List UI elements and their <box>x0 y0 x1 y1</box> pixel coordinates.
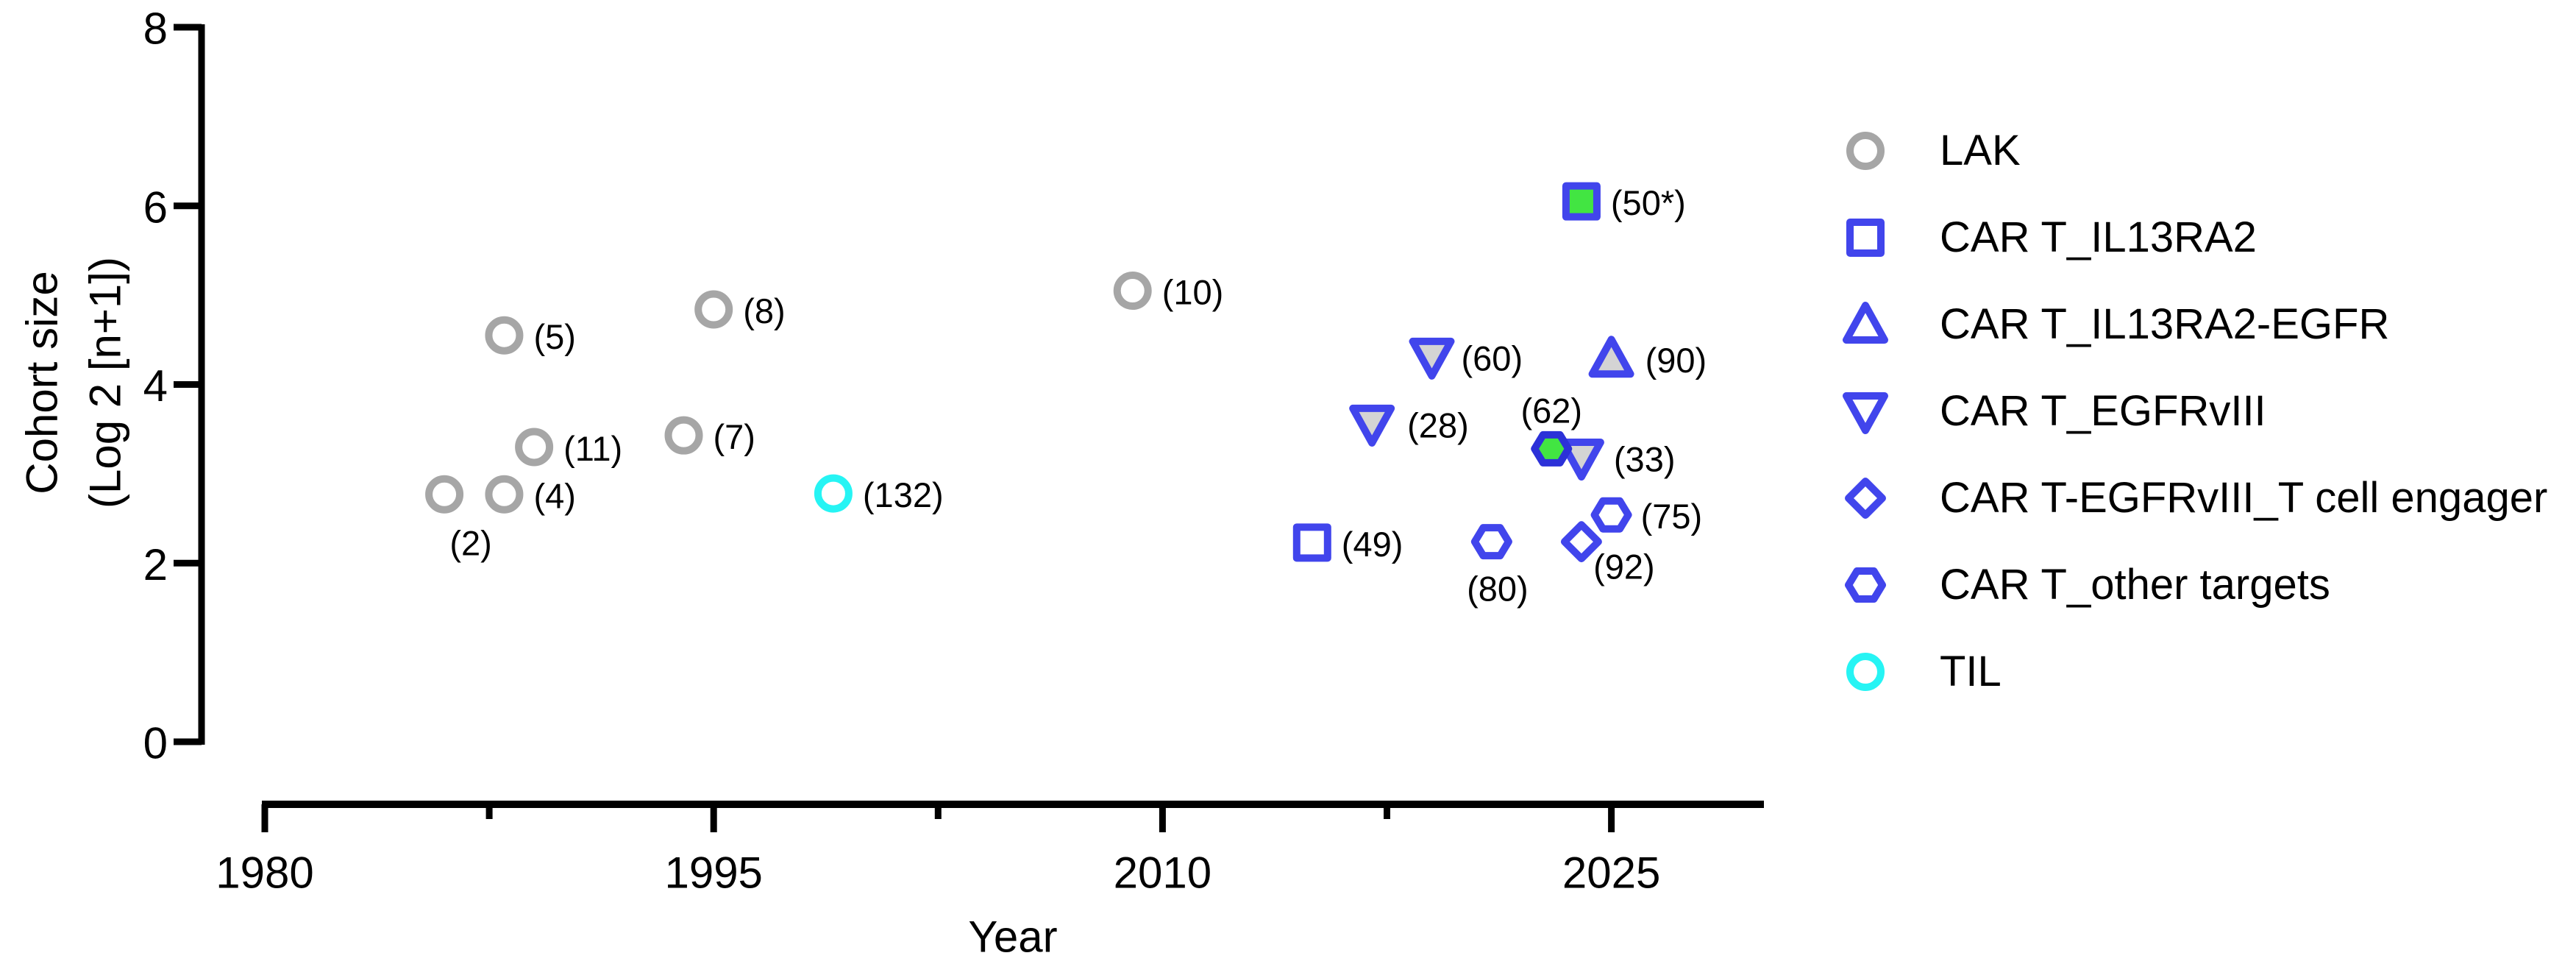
legend-item-til: TIL <box>1842 648 2002 695</box>
til-legend-marker <box>1846 653 1885 691</box>
marker-car_t_other_targets <box>1470 524 1512 560</box>
legend-item-car-t-il13ra2-egfr: CAR T_IL13RA2-EGFR <box>1842 301 2389 348</box>
y-axis-title-line2: (Log 2 [n+1]) <box>81 257 130 508</box>
legend-label-car-t-egfrviii-t-cell-engager: CAR T-EGFRvIII_T cell engager <box>1940 474 2548 522</box>
til-circle-icon <box>1846 653 1885 691</box>
hexagon-icon <box>1845 567 1886 603</box>
marker-car_t_il13ra2_egfr <box>1588 336 1634 378</box>
marker-car_t_egfrviii_t_cell_engager <box>1560 521 1602 563</box>
legend-label-car-t-il13ra2: CAR T_IL13RA2 <box>1940 213 2257 261</box>
point-label-til: (132) <box>863 475 944 514</box>
point-label-lak: (11) <box>563 429 622 468</box>
point-label-car_t_egfrviii: (28) <box>1407 405 1469 444</box>
y-tick-label-0: 0 <box>143 719 168 768</box>
legend-item-car-t-other-targets: CAR T_other targets <box>1842 561 2330 609</box>
car_t_egfrviii_t_cell_engager-legend-marker <box>1845 478 1886 519</box>
point-label-car_t_other_targets: (80) <box>1467 570 1529 609</box>
marker-lak <box>485 316 524 355</box>
x-tick-label-2025: 2025 <box>1562 848 1660 898</box>
point-label-car_t_il13ra2: (50*) <box>1611 183 1686 222</box>
legend-item-car-t-egfrviii: CAR T_EGFRvIII <box>1842 388 2266 435</box>
legend-label-lak: LAK <box>1940 127 2021 174</box>
marker-car_t_egfrviii <box>1349 404 1395 447</box>
point-label-car_t_other_targets: (62) <box>1520 391 1582 430</box>
marker-car_t_il13ra2 <box>1292 523 1331 562</box>
legend-label-til: TIL <box>1940 648 2002 695</box>
lak-circle-icon <box>1846 132 1885 170</box>
x-tick-label-1980: 1980 <box>216 848 313 898</box>
y-tick-label-2: 2 <box>143 540 168 589</box>
point-label-lak: (10) <box>1162 273 1224 312</box>
marker-lak <box>694 290 733 329</box>
point-label-lak: (7) <box>714 417 755 456</box>
point-label-car_t_egfrviii: (33) <box>1614 440 1676 479</box>
car_t_other_targets-legend-marker <box>1845 567 1886 603</box>
marker-lak <box>425 475 464 514</box>
point-label-car_t_il13ra2: (49) <box>1342 525 1403 564</box>
legend-item-lak: LAK <box>1842 127 2021 174</box>
car_t_il13ra2-legend-marker <box>1846 219 1885 257</box>
marker-lak <box>1113 272 1152 311</box>
marker-lak <box>664 416 703 455</box>
legend-item-car-t-il13ra2: CAR T_IL13RA2 <box>1842 214 2257 261</box>
point-label-lak: (4) <box>533 476 575 515</box>
x-axis-title: Year <box>968 912 1057 962</box>
point-label-lak: (5) <box>533 317 575 356</box>
square-icon <box>1846 219 1885 257</box>
car_t_il13ra2_egfr-legend-marker <box>1843 302 1888 344</box>
legend-label-car-t-il13ra2-egfr: CAR T_IL13RA2-EGFR <box>1940 300 2390 348</box>
y-axis-title-line1: Cohort size <box>18 271 67 494</box>
diamond-icon <box>1845 478 1886 519</box>
point-label-lak: (8) <box>743 291 785 330</box>
point-label-car_t_il13ra2_egfr: (90) <box>1645 341 1707 380</box>
y-tick-label-4: 4 <box>143 361 168 411</box>
marker-car_t_egfrviii <box>1558 439 1604 481</box>
point-label-car_t_egfrviii_t_cell_engager: (92) <box>1593 547 1655 586</box>
marker-car_t_other_targets <box>1531 430 1573 467</box>
y-tick-label-6: 6 <box>143 182 168 232</box>
legend-label-car-t-other-targets: CAR T_other targets <box>1940 561 2330 609</box>
marker-lak <box>515 428 554 467</box>
point-label-car_t_other_targets: (75) <box>1641 497 1703 536</box>
x-tick-label-2010: 2010 <box>1114 848 1211 898</box>
legend-item-car-t-egfrviii-t-cell-engager: CAR T-EGFRvIII_T cell engager <box>1842 475 2547 522</box>
point-label-car_t_egfrviii: (60) <box>1462 339 1523 378</box>
marker-car_t_egfrviii <box>1409 337 1455 380</box>
marker-car_t_other_targets <box>1590 497 1632 533</box>
marker-til <box>814 474 853 513</box>
triangle-up-icon <box>1843 302 1888 344</box>
car_t_egfrviii-legend-marker <box>1843 392 1888 434</box>
triangle-down-icon <box>1843 392 1888 434</box>
lak-legend-marker <box>1846 132 1885 170</box>
x-tick-label-1995: 1995 <box>664 848 762 898</box>
legend-label-car-t-egfrviii: CAR T_EGFRvIII <box>1940 387 2266 435</box>
marker-lak <box>485 475 524 514</box>
y-tick-label-8: 8 <box>143 4 168 54</box>
point-label-lak: (2) <box>449 523 491 562</box>
marker-car_t_il13ra2 <box>1562 182 1601 221</box>
